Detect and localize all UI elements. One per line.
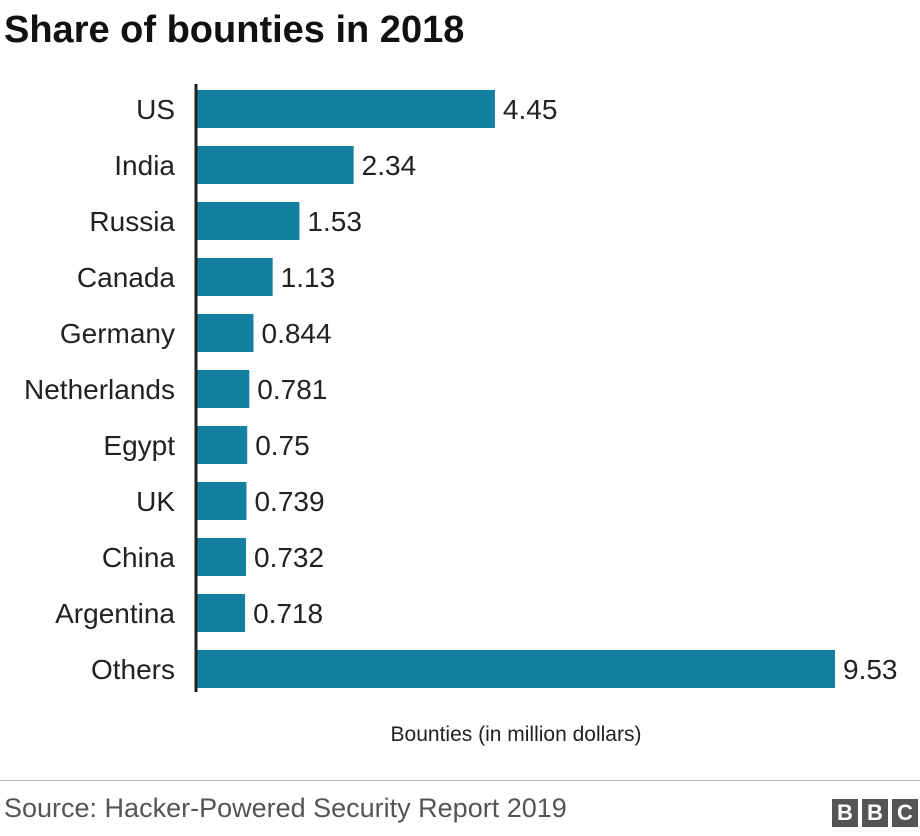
bar-canada — [197, 258, 273, 296]
category-label: Germany — [60, 318, 175, 349]
value-label: 0.781 — [257, 374, 327, 405]
bar-us — [197, 90, 495, 128]
bar-russia — [197, 202, 300, 240]
category-label: Others — [91, 654, 175, 685]
category-label: China — [102, 542, 176, 573]
value-label: 0.844 — [262, 318, 332, 349]
value-label: 4.45 — [503, 94, 558, 125]
value-label: 0.718 — [253, 598, 323, 629]
bar-egypt — [197, 426, 248, 464]
value-label: 1.53 — [307, 206, 362, 237]
value-label: 1.13 — [281, 262, 336, 293]
category-label: Argentina — [55, 598, 175, 629]
logo-letter: C — [892, 799, 918, 827]
bar-uk — [197, 482, 247, 520]
category-label: Egypt — [103, 430, 175, 461]
bar-chart: US 4.45 India 2.34 Russia 1.53 Canada 1.13 Germa… — [24, 84, 898, 746]
bar-netherlands — [197, 370, 250, 408]
category-label: Russia — [89, 206, 175, 237]
x-axis-title: Bounties (in million dollars) — [391, 723, 642, 746]
category-label: Netherlands — [24, 374, 175, 405]
category-label: US — [136, 94, 175, 125]
bar-germany — [197, 314, 254, 352]
category-label: Canada — [77, 262, 176, 293]
bar-others — [197, 650, 835, 688]
footer-divider — [0, 780, 920, 781]
source-note: Source: Hacker-Powered Security Report 2… — [4, 793, 567, 823]
bar-china — [197, 538, 247, 576]
value-label: 0.739 — [254, 486, 324, 517]
category-label: India — [114, 150, 175, 181]
value-label: 9.53 — [843, 654, 898, 685]
value-label: 0.732 — [254, 542, 324, 573]
chart-title: Share of bounties in 2018 — [4, 9, 465, 51]
logo-letter: B — [862, 799, 888, 827]
bar-india — [197, 146, 354, 184]
bar-argentina — [197, 594, 246, 632]
value-label: 2.34 — [362, 150, 417, 181]
value-label: 0.75 — [255, 430, 310, 461]
category-label: UK — [136, 486, 175, 517]
logo-letter: B — [832, 799, 858, 827]
bars-group: US 4.45 India 2.34 Russia 1.53 Canada 1.13 Germa… — [24, 90, 898, 688]
bbc-logo: B B C — [832, 799, 918, 827]
